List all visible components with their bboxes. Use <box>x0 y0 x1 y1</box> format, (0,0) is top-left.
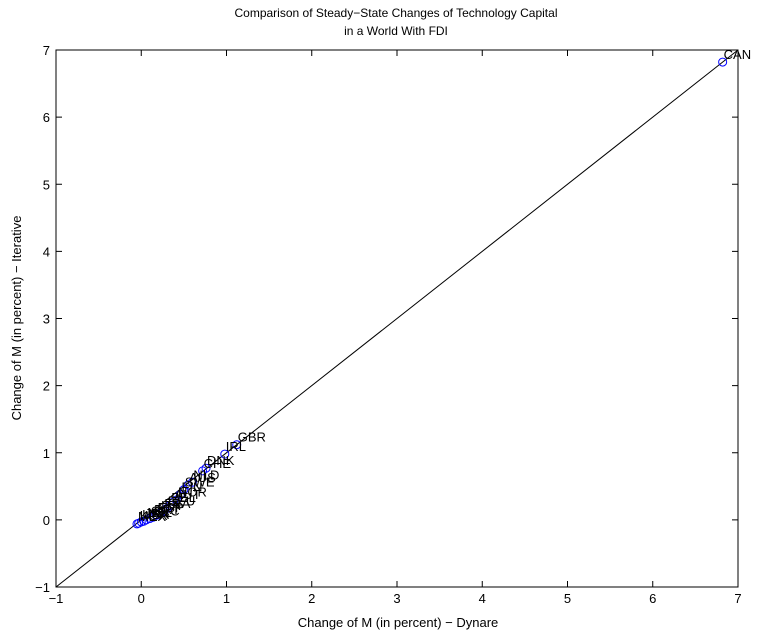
point-label: GRC <box>151 504 180 519</box>
x-tick-label: 7 <box>734 591 741 606</box>
chart-subtitle: in a World With FDI <box>344 24 448 38</box>
reference-line <box>55 49 739 588</box>
x-tick-label: 3 <box>393 591 400 606</box>
data-point <box>179 485 189 495</box>
x-tick-label: −1 <box>49 591 64 606</box>
point-label: BEL <box>171 490 196 505</box>
point-label: CAN <box>724 47 751 62</box>
point-label: GBR <box>238 430 266 445</box>
data-point <box>220 449 230 459</box>
y-tick-label: 7 <box>43 43 50 58</box>
data-point <box>232 440 242 450</box>
data-point <box>136 517 146 527</box>
point-label: FRA <box>164 496 190 511</box>
point-label: DEU <box>168 493 195 508</box>
point-label: ITA <box>161 498 181 513</box>
x-tick-label: 5 <box>564 591 571 606</box>
y-tick-label: 2 <box>43 379 50 394</box>
point-label: KOR <box>140 508 168 523</box>
data-point <box>132 519 142 529</box>
point-label: NOR <box>178 485 207 500</box>
y-tick-label: 3 <box>43 312 50 327</box>
x-axis-title: Change of M (in percent) − Dynare <box>298 615 499 630</box>
y-tick-label: 0 <box>43 513 50 528</box>
point-label: NLD <box>193 467 219 482</box>
x-tick-label: 0 <box>138 591 145 606</box>
data-point <box>718 57 728 67</box>
data-point <box>169 497 179 507</box>
y-axis-title: Change of M (in percent) − Iterative <box>9 216 24 421</box>
y-tick-label: 5 <box>43 177 50 192</box>
point-label: NZL <box>147 505 172 520</box>
reference-line-layer <box>55 49 739 588</box>
x-tick-label: 4 <box>479 591 486 606</box>
x-tick-label: 1 <box>223 591 230 606</box>
data-point <box>141 515 151 525</box>
chart-title: Comparison of Steady−State Changes of Te… <box>235 6 558 20</box>
x-tick-label: 6 <box>649 591 656 606</box>
y-tick-label: −1 <box>35 580 50 595</box>
point-label: ESP <box>158 500 184 515</box>
y-tick-label: 1 <box>43 446 50 461</box>
point-label: AUS <box>189 470 216 485</box>
point-label: JPN <box>145 506 170 521</box>
point-label: AUT <box>175 487 201 502</box>
point-label: CHE <box>204 456 232 471</box>
points-layer <box>132 57 728 529</box>
point-label: USA <box>142 507 169 522</box>
point-label: DNK <box>207 453 235 468</box>
y-tick-label: 6 <box>43 110 50 125</box>
point-labels-layer: CAN GBRIRLDNKCHENLDAUSSWEFINNORAUTBELDEUF… <box>138 47 751 524</box>
point-label: MEX <box>138 509 167 524</box>
point-label: IRL <box>226 439 246 454</box>
point-label: SWE <box>185 475 215 490</box>
data-point <box>198 466 208 476</box>
axes: −1 0 1 2 3 4 5 6 7 −1 0 1 2 3 4 5 6 7 <box>35 43 741 606</box>
data-point <box>165 500 175 510</box>
point-label: FIN <box>181 479 202 494</box>
x-tick-label: 2 <box>308 591 315 606</box>
y-tick-label: 4 <box>43 244 50 259</box>
point-label: PRT <box>154 502 180 517</box>
